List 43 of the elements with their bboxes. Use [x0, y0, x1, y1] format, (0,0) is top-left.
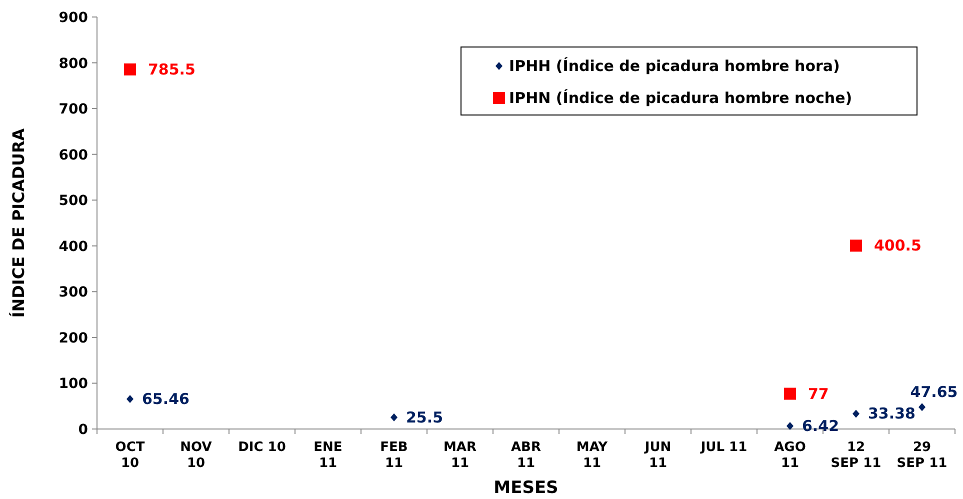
legend-label: IPHN (Índice de picadura hombre noche): [509, 89, 852, 107]
data-label: 6.42: [802, 417, 840, 436]
x-tick-label: JUN 11: [644, 440, 672, 471]
x-tick-label: OCT 10: [115, 440, 145, 471]
point: [850, 240, 862, 252]
x-tick-label: 29 SEP 11: [896, 440, 948, 471]
x-tick-label: 12 SEP 11: [830, 440, 882, 471]
data-label: 65.46: [142, 390, 190, 408]
x-tick-label: ENE 11: [314, 440, 342, 471]
data-label: 785.5: [148, 60, 196, 78]
y-tick-label: 0: [78, 422, 88, 438]
data-label: 25.5: [406, 408, 444, 426]
y-tick-label: 200: [58, 330, 88, 346]
x-tick-label: AGO 11: [774, 440, 806, 471]
x-tick-label: DIC 10: [238, 440, 286, 455]
y-tick-label: 400: [58, 238, 88, 255]
x-tick-label: FEB 11: [380, 440, 408, 471]
y-tick-label: 600: [58, 147, 88, 164]
point: [124, 63, 136, 76]
y-tick-label: 100: [58, 376, 88, 392]
legend-label: IPHH (Índice de picadura hombre hora): [509, 57, 840, 75]
point: [852, 410, 860, 418]
y-tick-label: 700: [58, 102, 88, 118]
y-tick-label: 500: [58, 193, 88, 210]
x-tick-label: MAY 11: [576, 440, 608, 471]
data-label: 33.38: [868, 404, 916, 423]
data-label: 47.65: [910, 383, 958, 402]
x-tick-label: NOV 10: [180, 440, 212, 471]
point: [390, 413, 398, 422]
point: [918, 403, 926, 412]
y-tick-label: 800: [58, 56, 88, 72]
x-tick-label: MAR 11: [443, 440, 477, 471]
point: [784, 388, 796, 400]
y-tick-label: 300: [58, 284, 88, 301]
point: [786, 422, 794, 430]
x-tick-label: JUL 11: [700, 440, 748, 455]
y-axis-title: ÍNDICE DE PICADURA: [9, 128, 28, 318]
data-label: 400.5: [874, 236, 922, 255]
y-tick-label: 900: [58, 10, 88, 26]
point: [126, 395, 134, 404]
x-axis-title: MESES: [494, 478, 558, 498]
x-tick-label: ABR 11: [511, 440, 541, 471]
data-label: 77: [808, 384, 829, 403]
